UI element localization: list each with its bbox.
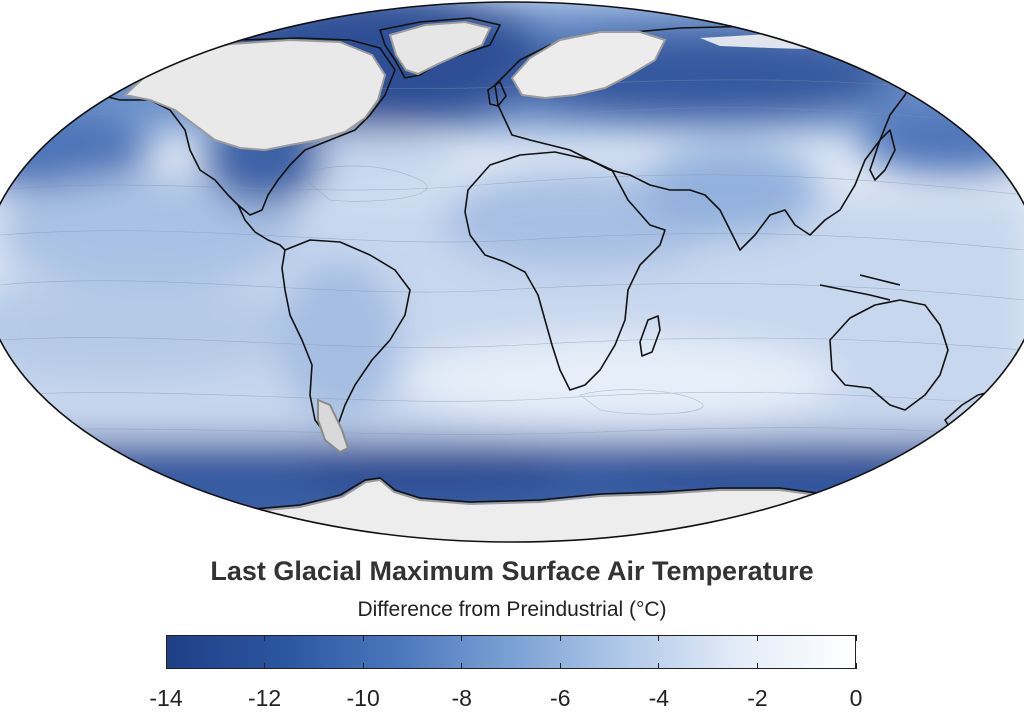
colorbar-tick: [264, 663, 266, 669]
north-america-outline: [103, 37, 396, 216]
madagascar-outline: [639, 315, 661, 357]
colorbar-tick: [264, 635, 266, 641]
colorbar-tick-label: -12: [247, 685, 282, 711]
colorbar-tick: [855, 663, 857, 669]
colorbar-tick-label: -4: [648, 685, 670, 711]
japan-outline: [869, 129, 896, 181]
colorbar-tick: [461, 635, 463, 641]
patagonian-ice-field: [317, 398, 350, 454]
colorbar-tick: [658, 663, 660, 669]
colorbar-tick-label: -10: [346, 685, 380, 711]
south-america-outline: [281, 239, 411, 446]
colorbar-tick: [855, 635, 857, 641]
colorbar-tick: [559, 635, 561, 641]
colorbar-tick: [559, 663, 561, 669]
colorbar-tick-label: -6: [550, 685, 571, 711]
greenland-ice-sheet: [388, 20, 492, 76]
colorbar-tick: [362, 663, 364, 669]
colorbar-tick: [756, 635, 758, 641]
colorbar-tick-label: -8: [451, 685, 472, 711]
chart-subtitle: Difference from Preindustrial (°C): [357, 598, 667, 621]
colorbar-tick-label: -2: [747, 685, 768, 711]
central-america-outline: [237, 204, 286, 251]
indonesia-outline: [819, 274, 901, 301]
colorbar-tick: [165, 635, 167, 641]
map-globe: [0, 2, 1024, 542]
colorbar-tick-label: 0: [849, 685, 863, 711]
colorbar-tick: [461, 663, 463, 669]
british-isles-outline: [487, 81, 507, 107]
colorbar-tick-label: -14: [149, 685, 183, 711]
africa-outline: [464, 151, 666, 391]
map-frame: [0, 1, 1024, 543]
colorbar-tick: [362, 635, 364, 641]
fennoscandian-ice-sheet: [510, 31, 667, 100]
laurentide-ice-sheet: [122, 38, 387, 152]
colorbar-tick: [165, 663, 167, 669]
colorbar-tick: [756, 663, 758, 669]
chart-title: Last Glacial Maximum Surface Air Tempera…: [210, 556, 814, 586]
colorbar-tick: [658, 635, 660, 641]
world-map: [0, 1, 1024, 543]
colorbar: [166, 635, 856, 669]
australia-outline: [829, 299, 949, 411]
